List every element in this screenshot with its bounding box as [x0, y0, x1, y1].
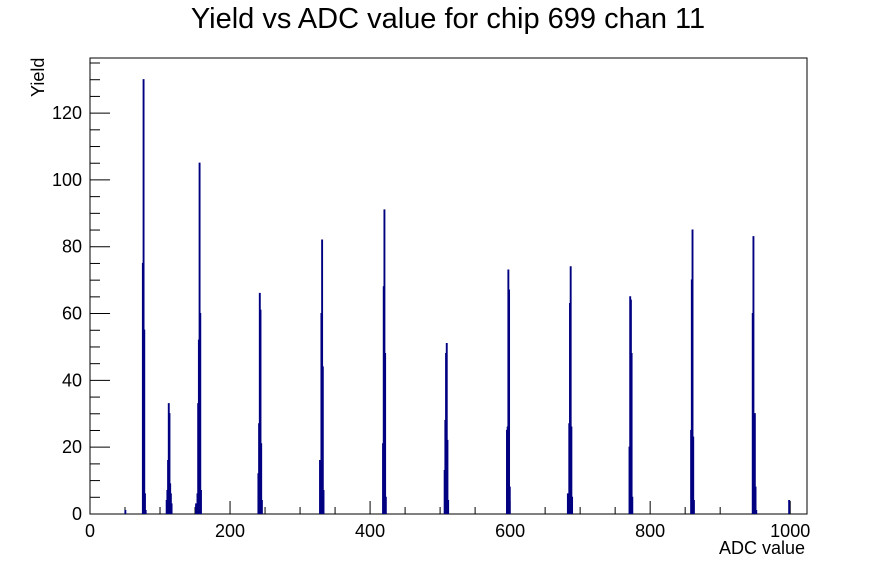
x-axis: 0 200 400 600 800 1000 [85, 501, 810, 541]
histogram-bin [170, 503, 173, 514]
histogram-bin [630, 353, 633, 514]
histogram-bin [754, 486, 757, 514]
histogram-bin [384, 353, 387, 514]
histogram-bin [508, 289, 511, 514]
x-tick-label: 600 [495, 521, 525, 541]
histogram-bin [752, 236, 755, 514]
histogram-bin [566, 493, 569, 514]
y-tick-label: 80 [62, 237, 82, 257]
y-tick-label: 20 [62, 437, 82, 457]
y-tick-label: 120 [52, 103, 82, 123]
histogram-bin [200, 490, 202, 514]
histogram-bin [569, 266, 572, 514]
histogram-bin [692, 500, 695, 514]
y-tick-label: 40 [62, 370, 82, 390]
histogram-bin [199, 312, 202, 514]
histogram-bin [142, 79, 145, 514]
y-tick-label: 60 [62, 304, 82, 324]
histogram-bin [144, 493, 146, 514]
histogram-bin [508, 486, 511, 514]
histogram-bin [753, 413, 756, 514]
histogram-bin [321, 366, 324, 514]
y-axis: 0 20 40 60 80 100 120 [52, 62, 110, 524]
y-tick-label: 100 [52, 170, 82, 190]
y-tick-label: 0 [72, 504, 82, 524]
histogram-bin [143, 329, 146, 514]
histogram-bin [260, 500, 263, 514]
y-axis-label: Yield [28, 58, 48, 97]
chart-title: Yield vs ADC value for chip 699 chan 11 [191, 3, 705, 35]
histogram-bin [259, 309, 262, 514]
histogram-bin [692, 436, 695, 514]
histogram-bin [570, 426, 573, 514]
histogram-bin [631, 496, 634, 514]
x-tick-label: 800 [635, 521, 665, 541]
histogram-bin [788, 500, 791, 514]
x-tick-label: 200 [215, 521, 245, 541]
x-tick-label: 0 [85, 521, 95, 541]
x-axis-label: ADC value [719, 538, 805, 558]
histogram-bin [144, 510, 147, 514]
histogram-bin [384, 496, 387, 514]
x-tick-label: 400 [355, 521, 385, 541]
histogram-bin [168, 413, 171, 514]
x-tick-label: 1000 [770, 521, 810, 541]
histogram-bin [446, 439, 449, 514]
histogram-bin [571, 496, 574, 514]
histogram-bin [124, 510, 127, 514]
histogram-bin [322, 490, 325, 514]
histogram-bin [195, 503, 198, 514]
histogram-bin [691, 229, 694, 514]
histogram-bin [755, 510, 758, 514]
histogram-bins [124, 79, 791, 514]
histogram-bin [260, 443, 263, 514]
histogram-bin [447, 500, 450, 514]
histogram-bin [445, 343, 448, 514]
